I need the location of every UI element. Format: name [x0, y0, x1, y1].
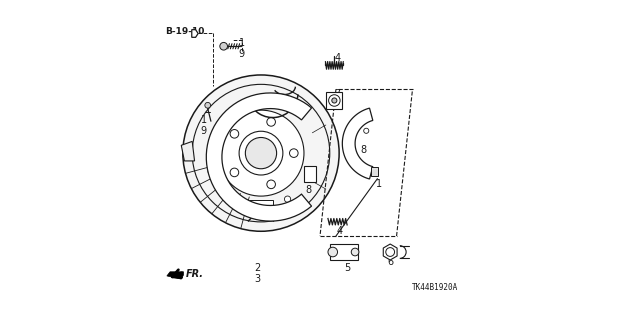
Circle shape	[230, 130, 239, 138]
Text: B-19-10: B-19-10	[165, 27, 205, 36]
Polygon shape	[181, 141, 195, 161]
Text: FR.: FR.	[186, 269, 204, 279]
Circle shape	[351, 248, 359, 256]
Circle shape	[386, 248, 395, 256]
Circle shape	[328, 95, 340, 106]
Text: 8: 8	[360, 145, 366, 155]
FancyBboxPatch shape	[330, 244, 358, 260]
Circle shape	[192, 84, 330, 222]
Polygon shape	[342, 108, 373, 179]
Polygon shape	[206, 93, 312, 221]
Text: 4: 4	[335, 53, 340, 63]
Circle shape	[231, 196, 237, 202]
Circle shape	[364, 128, 369, 133]
Text: 7: 7	[335, 89, 340, 99]
Polygon shape	[192, 30, 198, 37]
Text: TK44B1920A: TK44B1920A	[412, 283, 458, 292]
Circle shape	[220, 42, 227, 50]
Polygon shape	[383, 244, 397, 260]
Circle shape	[308, 168, 314, 174]
Text: 8: 8	[306, 185, 312, 195]
FancyBboxPatch shape	[249, 200, 273, 209]
Circle shape	[230, 168, 239, 177]
Text: 1
9: 1 9	[239, 38, 245, 59]
Text: 4: 4	[336, 226, 342, 236]
Circle shape	[267, 118, 275, 126]
Text: 2
3: 2 3	[255, 263, 261, 284]
Circle shape	[289, 149, 298, 157]
Circle shape	[183, 75, 339, 231]
Text: 1: 1	[376, 179, 382, 189]
Circle shape	[239, 131, 283, 175]
Text: 5: 5	[344, 263, 350, 273]
Circle shape	[218, 110, 304, 196]
Circle shape	[332, 98, 337, 103]
Circle shape	[208, 168, 214, 174]
Text: 6: 6	[387, 257, 393, 267]
FancyBboxPatch shape	[326, 92, 342, 109]
Circle shape	[328, 247, 337, 257]
Circle shape	[245, 137, 276, 169]
Polygon shape	[371, 167, 378, 176]
Text: 1
9: 1 9	[200, 115, 207, 136]
Circle shape	[284, 196, 291, 202]
Polygon shape	[167, 272, 184, 279]
Circle shape	[267, 180, 275, 189]
Circle shape	[205, 102, 211, 108]
FancyBboxPatch shape	[304, 166, 316, 182]
